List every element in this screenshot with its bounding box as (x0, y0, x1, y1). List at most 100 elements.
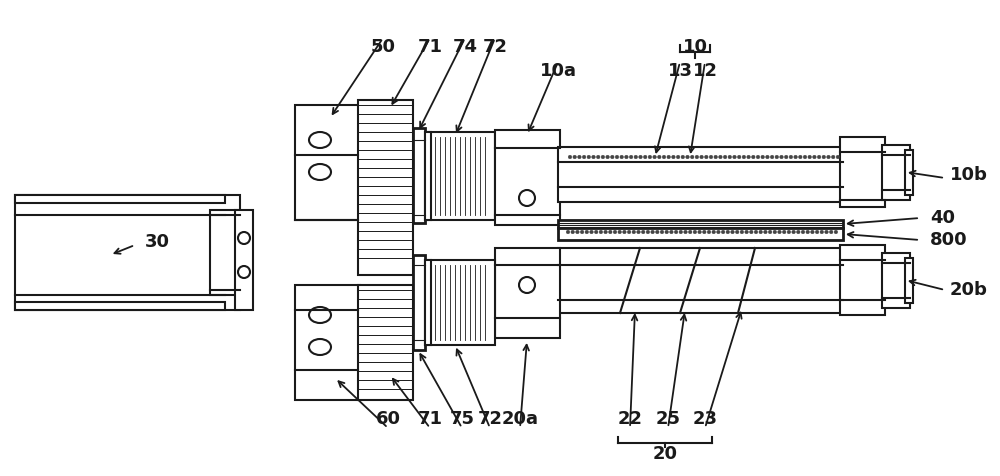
Text: 10a: 10a (540, 62, 576, 80)
Circle shape (585, 230, 589, 234)
Circle shape (773, 230, 777, 234)
Circle shape (573, 155, 576, 159)
Circle shape (801, 230, 805, 234)
Circle shape (679, 230, 683, 234)
Circle shape (834, 230, 838, 234)
Bar (558, 248, 843, 313)
Circle shape (815, 230, 819, 234)
Bar (15, 195, 225, 203)
Circle shape (787, 230, 791, 234)
Circle shape (829, 230, 833, 234)
Circle shape (608, 230, 612, 234)
Text: 800: 800 (930, 231, 968, 249)
Circle shape (836, 155, 840, 159)
Circle shape (632, 230, 636, 234)
Ellipse shape (309, 307, 331, 323)
Circle shape (610, 155, 614, 159)
Text: 20a: 20a (502, 410, 538, 428)
Bar (495, 130, 560, 225)
Circle shape (684, 230, 687, 234)
Circle shape (709, 155, 713, 159)
Circle shape (775, 155, 779, 159)
Circle shape (665, 230, 668, 234)
Circle shape (613, 230, 617, 234)
Circle shape (782, 230, 786, 234)
Circle shape (792, 230, 795, 234)
Circle shape (737, 155, 741, 159)
Text: 22: 22 (618, 410, 642, 428)
Circle shape (670, 230, 673, 234)
Bar (558, 220, 843, 228)
Bar (295, 105, 360, 220)
Bar (495, 248, 560, 338)
Circle shape (766, 155, 769, 159)
Circle shape (576, 230, 579, 234)
Circle shape (686, 155, 689, 159)
Circle shape (808, 155, 812, 159)
Circle shape (723, 155, 727, 159)
Circle shape (695, 155, 699, 159)
Circle shape (747, 155, 750, 159)
Circle shape (768, 230, 772, 234)
Text: 10b: 10b (950, 166, 988, 184)
Circle shape (627, 230, 631, 234)
Circle shape (796, 230, 800, 234)
Circle shape (759, 230, 763, 234)
Text: 23: 23 (692, 410, 718, 428)
Circle shape (625, 155, 628, 159)
Bar (15, 302, 225, 310)
Circle shape (770, 155, 774, 159)
Circle shape (714, 155, 718, 159)
Text: 20b: 20b (950, 281, 988, 299)
Text: 30: 30 (145, 233, 170, 251)
Bar (425, 260, 431, 345)
Circle shape (672, 155, 675, 159)
Circle shape (637, 230, 640, 234)
Bar (413, 255, 425, 350)
Circle shape (750, 230, 753, 234)
Circle shape (578, 155, 581, 159)
Circle shape (582, 155, 586, 159)
Circle shape (733, 155, 736, 159)
Circle shape (639, 155, 642, 159)
Ellipse shape (309, 132, 331, 148)
Circle shape (688, 230, 692, 234)
Circle shape (702, 230, 706, 234)
Text: 10: 10 (682, 38, 708, 56)
Circle shape (643, 155, 647, 159)
Circle shape (756, 155, 760, 159)
Circle shape (717, 230, 720, 234)
Circle shape (742, 155, 746, 159)
Circle shape (604, 230, 607, 234)
Circle shape (656, 230, 659, 234)
Circle shape (658, 155, 661, 159)
Circle shape (700, 155, 703, 159)
Circle shape (641, 230, 645, 234)
Circle shape (817, 155, 821, 159)
Circle shape (571, 230, 574, 234)
Text: 75: 75 (450, 410, 475, 428)
Circle shape (629, 155, 633, 159)
Circle shape (606, 155, 609, 159)
Text: 74: 74 (452, 38, 478, 56)
Circle shape (825, 230, 828, 234)
Circle shape (728, 155, 732, 159)
Bar (358, 100, 413, 275)
Circle shape (615, 155, 619, 159)
Circle shape (623, 230, 626, 234)
Circle shape (592, 155, 595, 159)
Bar (840, 245, 885, 315)
Text: 71: 71 (418, 38, 442, 56)
Circle shape (794, 155, 797, 159)
Text: 72: 72 (482, 38, 508, 56)
Bar (882, 145, 910, 200)
Bar (413, 128, 425, 223)
Circle shape (803, 155, 807, 159)
Circle shape (745, 230, 748, 234)
Circle shape (681, 155, 685, 159)
Circle shape (660, 230, 664, 234)
Bar (425, 132, 431, 220)
Circle shape (764, 230, 767, 234)
Circle shape (698, 230, 701, 234)
Circle shape (761, 155, 765, 159)
